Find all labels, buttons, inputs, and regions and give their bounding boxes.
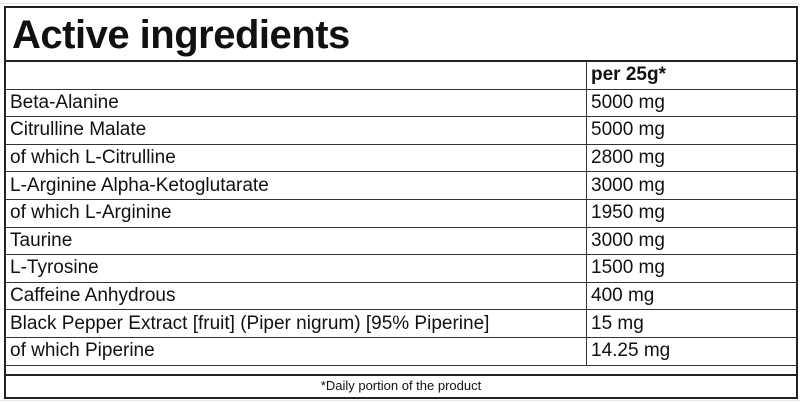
table-row: L-Arginine Alpha-Ketoglutarate 3000 mg xyxy=(6,171,796,200)
table-row: Beta-Alanine 5000 mg xyxy=(6,88,796,118)
header-empty-cell xyxy=(6,62,587,90)
ingredient-amount: 2800 mg xyxy=(586,143,796,173)
table-row: L-Tyrosine 1500 mg xyxy=(6,254,796,283)
ingredient-name: Caffeine Anhydrous xyxy=(6,281,587,311)
ingredient-amount: 1500 mg xyxy=(586,254,796,283)
ingredient-name: L-Tyrosine xyxy=(6,254,587,283)
header-row: per 25g* xyxy=(6,62,796,90)
footnote: *Daily portion of the product xyxy=(6,374,796,397)
table-row: Citrulline Malate 5000 mg xyxy=(6,116,796,145)
ingredient-amount: 5000 mg xyxy=(586,116,796,145)
table-title: Active ingredients xyxy=(12,13,350,57)
header-amount: per 25g* xyxy=(586,62,796,90)
ingredients-table-box: Active ingredients per 25g* Beta-Alanine… xyxy=(4,6,798,399)
ingredient-amount: 1950 mg xyxy=(586,198,796,228)
ingredient-name: Taurine xyxy=(6,226,587,256)
ingredient-amount: 5000 mg xyxy=(586,88,796,118)
ingredient-name: of which L-Citrulline xyxy=(6,143,587,173)
ingredient-name: Citrulline Malate xyxy=(6,116,587,145)
ingredient-name: of which L-Arginine xyxy=(6,198,587,228)
ingredients-table: per 25g* Beta-Alanine 5000 mg Citrulline M… xyxy=(6,62,796,366)
ingredient-name: L-Arginine Alpha-Ketoglutarate xyxy=(6,171,587,200)
ingredient-amount: 15 mg xyxy=(586,309,796,338)
ingredient-name: of which Piperine xyxy=(6,336,587,366)
ingredient-amount: 400 mg xyxy=(586,281,796,311)
ingredient-name: Black Pepper Extract [fruit] (Piper nigr… xyxy=(6,309,587,338)
title-row: Active ingredients xyxy=(6,8,796,62)
table-row: of which L-Citrulline 2800 mg xyxy=(6,143,796,173)
ingredient-name: Beta-Alanine xyxy=(6,88,587,118)
ingredient-amount: 3000 mg xyxy=(586,171,796,200)
table-row: Caffeine Anhydrous 400 mg xyxy=(6,281,796,311)
ingredient-amount: 14.25 mg xyxy=(586,336,796,366)
table-row: of which Piperine 14.25 mg xyxy=(6,336,796,366)
table-row: of which L-Arginine 1950 mg xyxy=(6,198,796,228)
table-row: Black Pepper Extract [fruit] (Piper nigr… xyxy=(6,309,796,338)
table-row: Taurine 3000 mg xyxy=(6,226,796,256)
ingredient-amount: 3000 mg xyxy=(586,226,796,256)
